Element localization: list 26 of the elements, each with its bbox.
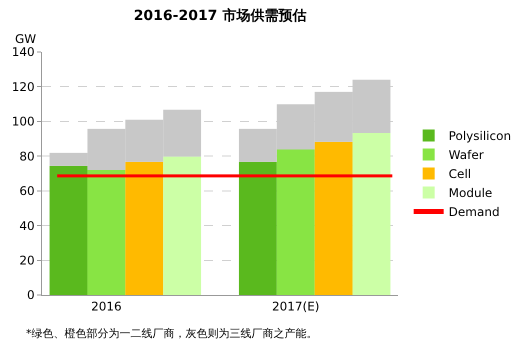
bar xyxy=(352,133,390,295)
bar xyxy=(125,162,164,295)
bar xyxy=(276,150,315,295)
chart-title: 2016-2017 市场供需预估 xyxy=(134,7,306,24)
bar xyxy=(314,142,353,295)
y-tick-label: 60 xyxy=(19,184,35,198)
legend-label: Polysilicon xyxy=(448,129,512,144)
y-tick-label: 20 xyxy=(19,253,35,268)
x-tick-label: 2017(E) xyxy=(272,299,320,314)
legend-label: Demand xyxy=(448,205,500,220)
bar xyxy=(50,166,88,295)
y-tick-label: 100 xyxy=(12,114,35,129)
bar xyxy=(238,162,277,295)
bar xyxy=(163,156,202,295)
y-tick-label: 0 xyxy=(26,288,35,302)
y-axis-title: GW xyxy=(15,32,36,46)
y-tick-label: 40 xyxy=(19,218,35,233)
x-tick-label: 2016 xyxy=(91,299,122,314)
bar xyxy=(87,170,126,295)
y-tick-label: 140 xyxy=(12,45,35,60)
text: *绿色、橙色部分为一二线厂商，灰色则为三线厂商之产能。 xyxy=(26,327,318,340)
y-tick-label: 120 xyxy=(12,80,35,94)
legend-label: Wafer xyxy=(448,148,484,162)
y-tick-label: 80 xyxy=(19,149,35,164)
legend-label: Cell xyxy=(448,167,472,182)
legend-label: Module xyxy=(448,186,492,200)
